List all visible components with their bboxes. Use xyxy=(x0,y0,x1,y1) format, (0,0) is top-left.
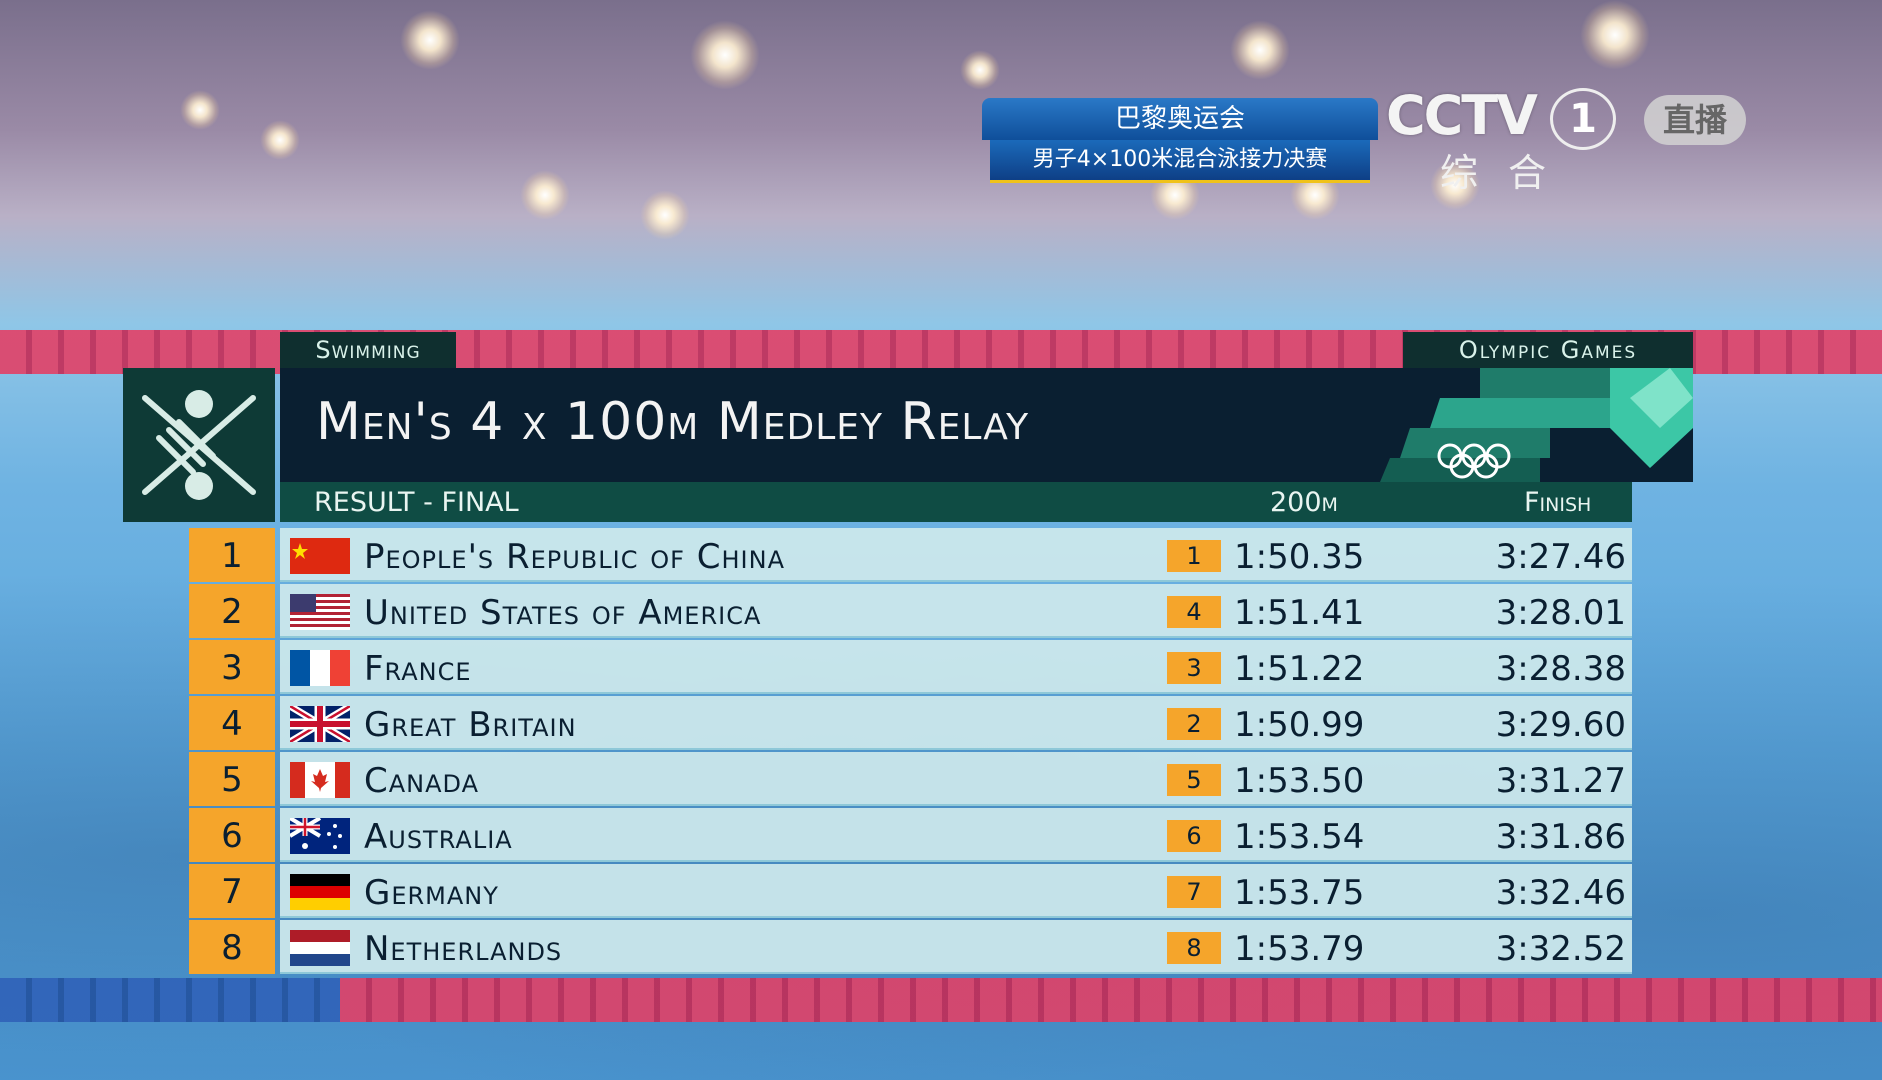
country-name: United States of America xyxy=(364,593,762,633)
lane-rope-bottom-left xyxy=(0,978,340,1022)
finish-time: 3:28.01 xyxy=(1495,593,1626,633)
olympic-rings-icon xyxy=(1437,443,1511,479)
split-rank-badge: 2 xyxy=(1167,708,1221,740)
results-header: RESULT - FINAL 200m Finish xyxy=(280,482,1632,522)
rank-badge: 7 xyxy=(189,864,275,918)
finish-time: 3:31.27 xyxy=(1495,761,1626,801)
result-row: Australia 6 1:53.54 3:31.86 xyxy=(280,808,1632,862)
country-name: Netherlands xyxy=(364,929,563,969)
country-name: Germany xyxy=(364,873,499,913)
rank-badge: 4 xyxy=(189,696,275,750)
split-time: 1:51.41 xyxy=(1234,593,1365,633)
swimming-pictogram-icon xyxy=(123,368,275,522)
split-time: 1:53.79 xyxy=(1234,929,1365,969)
finish-time: 3:27.46 xyxy=(1495,537,1626,577)
finish-time: 3:32.46 xyxy=(1495,873,1626,913)
finish-time: 3:31.86 xyxy=(1495,817,1626,857)
event-name-cn: 巴黎奥运会 xyxy=(982,98,1378,140)
flag-australia-icon xyxy=(290,818,350,854)
finish-time: 3:32.52 xyxy=(1495,929,1626,969)
country-name: Australia xyxy=(364,817,513,857)
split-time: 1:53.50 xyxy=(1234,761,1365,801)
cctv-wordmark: CCTV xyxy=(1386,84,1538,147)
race-name-cn: 男子4×100米混合泳接力决赛 xyxy=(990,140,1370,183)
flag-netherlands-icon xyxy=(290,930,350,966)
flag-great-britain-icon xyxy=(290,706,350,742)
result-row: France 3 1:51.22 3:28.38 xyxy=(280,640,1632,694)
country-name: Great Britain xyxy=(364,705,577,745)
finish-time: 3:29.60 xyxy=(1495,705,1626,745)
finish-time: 3:28.38 xyxy=(1495,649,1626,689)
result-row: United States of America 4 1:51.41 3:28.… xyxy=(280,584,1632,638)
flag-china-icon xyxy=(290,538,350,574)
flag-canada-icon xyxy=(290,762,350,798)
split-rank-badge: 6 xyxy=(1167,820,1221,852)
split-rank-badge: 7 xyxy=(1167,876,1221,908)
result-row: Netherlands 8 1:53.79 3:32.52 xyxy=(280,920,1632,974)
flag-france-icon xyxy=(290,650,350,686)
country-name: People's Republic of China xyxy=(364,537,785,577)
sport-tag: Swimming xyxy=(280,332,456,368)
cctv-channel-logo: CCTV 1 综合 xyxy=(1386,84,1626,195)
result-row: Germany 7 1:53.75 3:32.46 xyxy=(280,864,1632,918)
split-rank-badge: 4 xyxy=(1167,596,1221,628)
split-rank-badge: 1 xyxy=(1167,540,1221,572)
flag-usa-icon xyxy=(290,594,350,630)
lane-rope-bottom xyxy=(340,978,1882,1022)
split-rank-badge: 8 xyxy=(1167,932,1221,964)
title-bar: Men's 4 x 100m Medley Relay xyxy=(280,368,1693,482)
split-rank-badge: 5 xyxy=(1167,764,1221,796)
split-time: 1:53.54 xyxy=(1234,817,1365,857)
games-tag: Olympic Games xyxy=(1403,332,1693,368)
result-row: Great Britain 2 1:50.99 3:29.60 xyxy=(280,696,1632,750)
live-badge: 直播 xyxy=(1644,95,1746,145)
country-name: France xyxy=(364,649,472,689)
split-column-header: 200m xyxy=(1270,487,1338,518)
channel-number: 1 xyxy=(1550,88,1616,150)
rank-badge: 3 xyxy=(189,640,275,694)
rank-badge: 1 xyxy=(189,528,275,582)
rank-badge: 5 xyxy=(189,752,275,806)
result-row: Canada 5 1:53.50 3:31.27 xyxy=(280,752,1632,806)
split-time: 1:50.99 xyxy=(1234,705,1365,745)
finish-column-header: Finish xyxy=(1524,487,1592,518)
stadium-lights xyxy=(0,0,1882,310)
country-name: Canada xyxy=(364,761,480,801)
result-row: People's Republic of China 1 1:50.35 3:2… xyxy=(280,528,1632,582)
broadcast-banner: 巴黎奥运会 男子4×100米混合泳接力决赛 xyxy=(982,98,1378,183)
split-time: 1:53.75 xyxy=(1234,873,1365,913)
channel-name: 综合 xyxy=(1440,151,1577,195)
rank-badge: 8 xyxy=(189,920,275,974)
rank-badge: 2 xyxy=(189,584,275,638)
olympic-games-graphic xyxy=(1380,368,1693,482)
split-rank-badge: 3 xyxy=(1167,652,1221,684)
flag-germany-icon xyxy=(290,874,350,910)
split-time: 1:50.35 xyxy=(1234,537,1365,577)
result-stage-label: RESULT - FINAL xyxy=(314,487,519,518)
split-time: 1:51.22 xyxy=(1234,649,1365,689)
rank-badge: 6 xyxy=(189,808,275,862)
event-title: Men's 4 x 100m Medley Relay xyxy=(316,392,1030,452)
